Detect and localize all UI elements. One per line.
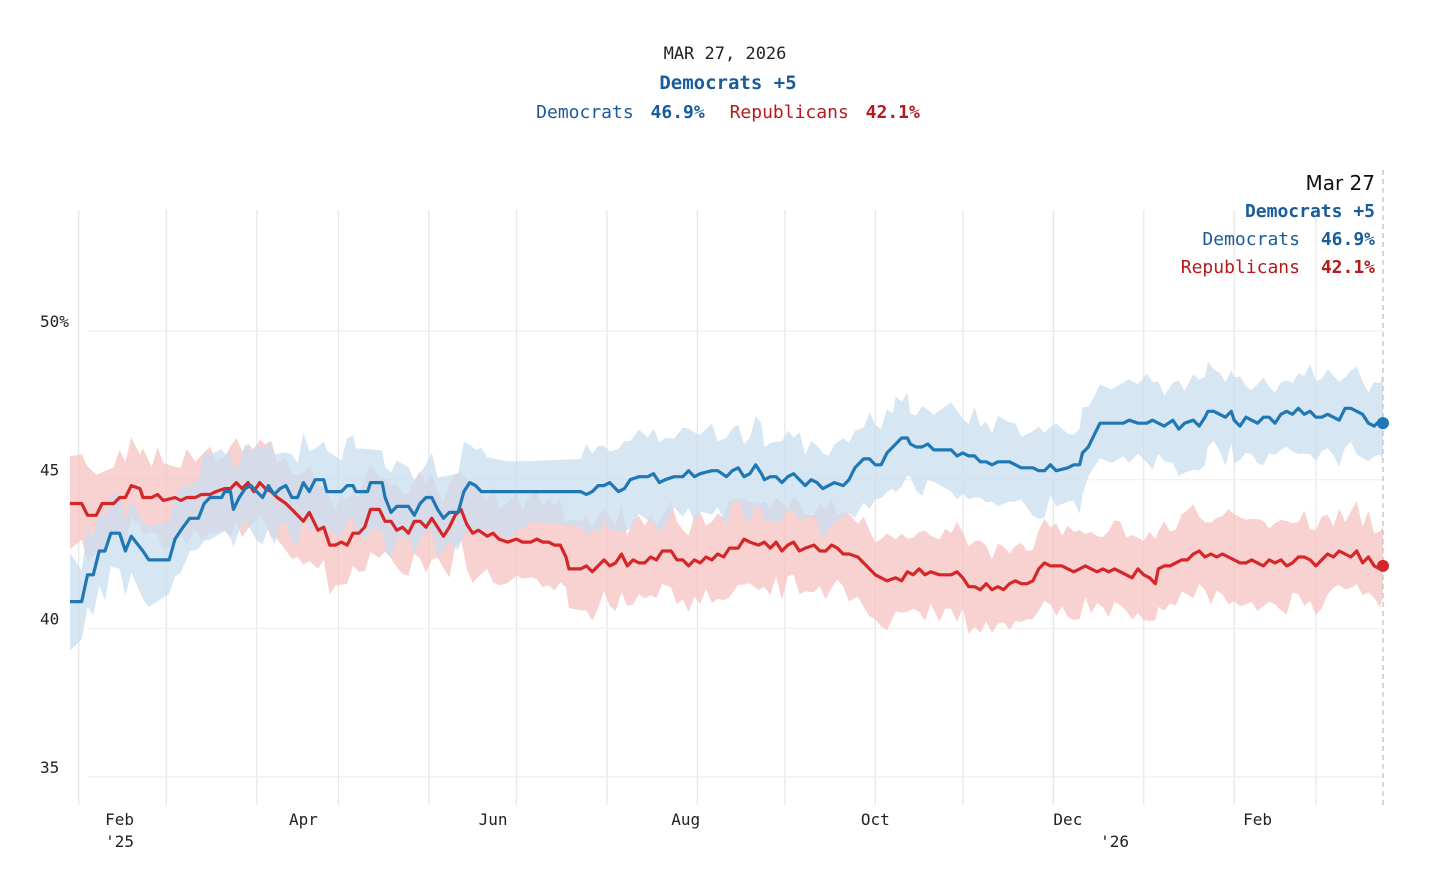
- x-axis: Feb '25 Apr Jun Aug Oct Dec '26 Feb: [105, 810, 1272, 851]
- tooltip-margin: Democrats +5: [1245, 201, 1375, 222]
- y-axis: 35 40 45 50%: [40, 312, 69, 777]
- y-tick-label: 50%: [40, 312, 69, 331]
- x-tick-label: Oct: [861, 810, 890, 829]
- tooltip-rep-value: 42.1%: [1321, 257, 1375, 278]
- tooltip-rep-label: Republicans: [1181, 257, 1300, 278]
- tooltip-rep-row: Republicans 42.1%: [1181, 257, 1375, 278]
- republicans-current-point: [1377, 559, 1389, 572]
- tooltip-dem-row: Democrats 46.9%: [1202, 229, 1375, 250]
- header-margin: Democrats +5: [659, 72, 796, 94]
- democrats-current-point: [1377, 417, 1389, 430]
- header-rep-label: Republicans: [730, 102, 849, 123]
- y-tick-label: 40: [40, 609, 59, 628]
- tooltip-date: Mar 27: [1305, 171, 1375, 195]
- y-tick-label: 35: [40, 758, 59, 777]
- header-dem-value: 46.9%: [651, 102, 705, 123]
- x-tick-label: Dec: [1053, 810, 1082, 829]
- x-tick-label: Apr: [289, 810, 318, 829]
- x-tick-label: Jun: [479, 810, 508, 829]
- rep-series-line: [70, 481, 1385, 592]
- series-lines: [70, 406, 1385, 604]
- y-tick-label: 45: [40, 461, 59, 480]
- header-dem-label: Democrats: [536, 102, 634, 123]
- header-rep-value: 42.1%: [866, 102, 920, 123]
- x-tick-year-label: '26: [1100, 832, 1129, 851]
- hover-tooltip: Mar 27 Democrats +5 Democrats 46.9% Repu…: [1181, 171, 1375, 278]
- dem-series-line: [70, 406, 1385, 604]
- tooltip-dem-value: 46.9%: [1321, 229, 1375, 250]
- x-tick-label: Feb: [1243, 810, 1272, 829]
- dem-uncertainty-band: [70, 361, 1383, 651]
- chart-header: MAR 27, 2026 Democrats +5 Democrats 46.9…: [536, 44, 920, 123]
- x-tick-label: Aug: [671, 810, 700, 829]
- header-values: Democrats 46.9% Republicans 42.1%: [536, 102, 920, 123]
- uncertainty-bands: [70, 361, 1383, 651]
- tooltip-dem-label: Democrats: [1202, 229, 1300, 250]
- x-tick-year-label: '25: [105, 832, 134, 851]
- header-date: MAR 27, 2026: [664, 44, 787, 64]
- rep-uncertainty-band: [70, 437, 1383, 635]
- x-tick-label: Feb: [105, 810, 134, 829]
